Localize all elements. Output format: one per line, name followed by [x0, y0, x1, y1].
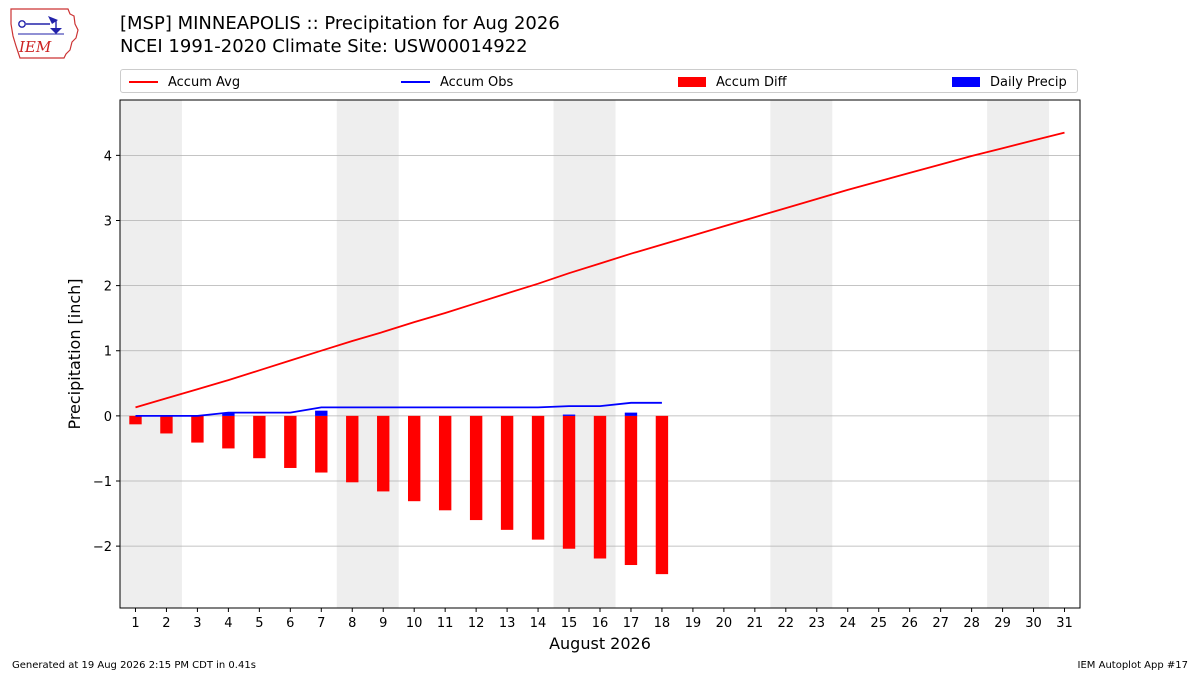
- x-tick-label: 14: [530, 616, 547, 631]
- x-tick-label: 2: [162, 616, 170, 631]
- x-tick-label: 22: [778, 616, 795, 631]
- x-tick-label: 13: [499, 616, 516, 631]
- accum-diff-bar: [346, 415, 359, 483]
- accum-obs-line: [135, 401, 662, 417]
- x-tick-label: 11: [437, 616, 454, 631]
- accum-diff-bar: [562, 415, 576, 549]
- weekend-shading-band: [336, 100, 399, 608]
- legend-label-accum-diff: Accum Diff: [716, 74, 787, 90]
- x-tick-label: 30: [1025, 616, 1042, 631]
- accum-diff-bar: [469, 415, 483, 521]
- svg-text:IEM: IEM: [18, 38, 52, 56]
- x-tick-label: 17: [623, 616, 640, 631]
- y-tick-label: 0: [104, 410, 112, 425]
- x-tick-label: 6: [286, 616, 294, 631]
- chart-title-block: [MSP] MINNEAPOLIS :: Precipitation for A…: [120, 12, 560, 58]
- legend-swatch-accum-diff: [678, 77, 706, 87]
- x-tick-label: 18: [654, 616, 671, 631]
- x-tick-label: 24: [839, 616, 856, 631]
- x-tick-label: 9: [379, 616, 387, 631]
- daily-precip-bar: [315, 410, 328, 416]
- y-tick-label: 4: [104, 149, 112, 164]
- x-tick-label: 5: [255, 616, 263, 631]
- accum-diff-bar: [531, 415, 545, 540]
- x-tick-label: 8: [348, 616, 356, 631]
- accum-diff-bar: [408, 415, 421, 502]
- accum-diff-bar: [624, 415, 638, 566]
- legend-swatch-daily-precip: [952, 77, 980, 87]
- accum-diff-bar: [129, 415, 142, 425]
- y-tick-label: 3: [104, 214, 112, 229]
- legend-item-accum-avg: Accum Avg: [129, 70, 240, 94]
- x-tick-label: 31: [1056, 616, 1073, 631]
- legend-swatch-accum-obs: [401, 81, 430, 83]
- x-tick-label: 25: [870, 616, 887, 631]
- x-tick-label: 12: [468, 616, 485, 631]
- y-tick-label: 1: [104, 345, 112, 360]
- legend-swatch-accum-avg: [129, 81, 158, 83]
- legend-item-accum-diff: Accum Diff: [678, 70, 787, 94]
- x-tick-label: 21: [747, 616, 764, 631]
- legend-item-daily-precip: Daily Precip: [952, 70, 1067, 94]
- y-tick-label: −1: [93, 475, 112, 490]
- x-tick-label: 3: [193, 616, 201, 631]
- x-axis-label: August 2026: [549, 634, 651, 653]
- x-tick-label: 20: [716, 616, 733, 631]
- x-tick-label: 27: [932, 616, 949, 631]
- accum-diff-bar: [191, 415, 204, 443]
- accum-diff-bar: [160, 415, 173, 434]
- chart-subtitle: NCEI 1991-2020 Climate Site: USW00014922: [120, 36, 528, 57]
- accum-diff-bar: [284, 415, 297, 468]
- accum-avg-line: [135, 131, 1065, 409]
- x-tick-label: 29: [994, 616, 1011, 631]
- accum-diff-bar: [253, 415, 266, 459]
- generated-footer: Generated at 19 Aug 2026 2:15 PM CDT in …: [12, 660, 256, 671]
- x-tick-label: 16: [592, 616, 609, 631]
- weekend-shading-band: [120, 100, 182, 608]
- daily-precip-bar: [624, 412, 638, 416]
- y-tick-label: 2: [104, 280, 112, 295]
- y-tick-label: −2: [93, 540, 112, 555]
- x-tick-label: 4: [224, 616, 232, 631]
- accum-diff-bar: [593, 415, 607, 559]
- x-tick-label: 1: [131, 616, 139, 631]
- daily-precip-bar: [222, 412, 235, 416]
- x-tick-label: 23: [809, 616, 826, 631]
- accum-diff-bar: [438, 415, 452, 511]
- legend-label-accum-avg: Accum Avg: [168, 74, 241, 90]
- accum-diff-bar: [655, 415, 669, 575]
- daily-precip-bar: [562, 414, 576, 416]
- weekend-shading-band: [987, 100, 1050, 608]
- legend-label-accum-obs: Accum Obs: [440, 74, 514, 90]
- y-axis-label: Precipitation [inch]: [65, 278, 84, 429]
- iem-iowa-logo-icon: IEM: [10, 8, 79, 59]
- x-tick-label: 19: [685, 616, 702, 631]
- accum-diff-bar: [222, 415, 235, 449]
- legend-label-daily-precip: Daily Precip: [990, 74, 1067, 90]
- x-tick-label: 10: [406, 616, 423, 631]
- chart-title: [MSP] MINNEAPOLIS :: Precipitation for A…: [120, 13, 560, 34]
- chart-legend: Accum Avg Accum Obs Accum Diff Daily Pre…: [120, 69, 1078, 93]
- x-tick-label: 15: [561, 616, 578, 631]
- weekend-shading-band: [770, 100, 833, 608]
- x-tick-label: 7: [317, 616, 325, 631]
- app-footer: IEM Autoplot App #17: [1077, 660, 1188, 671]
- accum-diff-bar: [500, 415, 514, 530]
- accum-diff-bar: [315, 415, 328, 473]
- x-tick-label: 28: [963, 616, 980, 631]
- legend-item-accum-obs: Accum Obs: [401, 70, 513, 94]
- accum-diff-bar: [377, 415, 390, 492]
- x-tick-label: 26: [901, 616, 918, 631]
